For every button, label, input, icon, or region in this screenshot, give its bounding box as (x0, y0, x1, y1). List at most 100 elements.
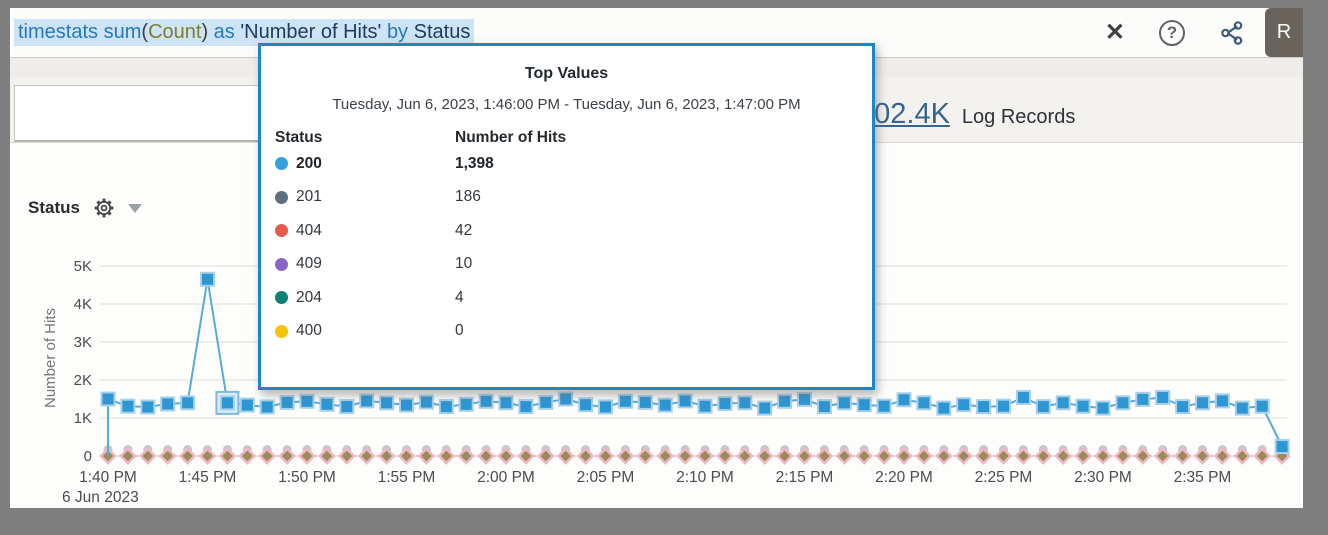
zero-cluster-diamond[interactable] (298, 447, 316, 465)
zero-cluster-diamond[interactable] (1193, 447, 1212, 465)
data-point-200[interactable] (259, 399, 275, 415)
data-point-200[interactable] (100, 391, 116, 407)
data-point-200[interactable] (936, 400, 952, 416)
zero-cluster-diamond[interactable] (1153, 447, 1172, 465)
data-point-200[interactable] (339, 399, 355, 415)
zero-cluster-diamond[interactable] (1253, 447, 1272, 465)
zero-cluster-diamond[interactable] (437, 447, 456, 465)
zero-cluster-diamond[interactable] (517, 447, 535, 465)
zero-cluster-diamond[interactable] (576, 447, 595, 465)
zero-cluster-diamond[interactable] (138, 447, 157, 465)
data-point-200[interactable] (637, 394, 653, 410)
zero-cluster-diamond[interactable] (119, 447, 137, 465)
data-point-200[interactable] (438, 399, 454, 415)
zero-cluster-diamond[interactable] (775, 447, 794, 465)
data-point-200[interactable] (956, 397, 972, 413)
zero-cluster-diamond[interactable] (895, 447, 913, 465)
data-point-200[interactable] (478, 393, 494, 409)
zero-cluster-diamond[interactable] (934, 447, 953, 465)
data-point-200[interactable] (558, 391, 574, 407)
data-point-200[interactable] (299, 393, 315, 409)
chevron-down-icon[interactable] (127, 203, 142, 213)
zero-cluster-diamond[interactable] (457, 447, 476, 465)
data-point-200[interactable] (1254, 398, 1270, 414)
zero-cluster-diamond[interactable] (735, 447, 754, 465)
zero-cluster-diamond[interactable] (318, 447, 336, 465)
zero-cluster-diamond[interactable] (1094, 447, 1112, 465)
data-point-200[interactable] (1075, 398, 1091, 414)
data-point-200[interactable] (399, 397, 414, 413)
zero-cluster-diamond[interactable] (1014, 447, 1033, 465)
data-point-200[interactable] (617, 393, 633, 409)
data-point-200[interactable] (657, 397, 673, 413)
share-icon[interactable] (1219, 20, 1245, 46)
zero-cluster-diamond[interactable] (755, 447, 774, 465)
data-point-200[interactable] (418, 394, 434, 410)
zero-cluster-diamond[interactable] (497, 447, 515, 465)
data-point-200[interactable] (578, 397, 594, 413)
data-point-200[interactable] (717, 396, 733, 412)
zero-cluster-diamond[interactable] (815, 447, 834, 465)
data-point-200[interactable] (239, 397, 255, 413)
zero-cluster-diamond[interactable] (696, 447, 714, 465)
data-point-200[interactable] (140, 399, 156, 415)
data-point-200[interactable] (677, 393, 693, 409)
zero-cluster-diamond[interactable] (218, 447, 237, 465)
time-series-chart[interactable]: 0 1K 2K 3K 4K 5K Number of Hits 1:40 PM 1:45 PM 1… (10, 143, 1303, 508)
data-point-200[interactable] (1035, 399, 1051, 415)
data-point-200[interactable] (777, 393, 793, 409)
data-point-200[interactable] (1234, 400, 1250, 416)
zero-cluster-diamond[interactable] (477, 447, 495, 465)
data-point-200[interactable] (816, 399, 832, 415)
data-point-200[interactable] (598, 399, 613, 415)
data-point-200[interactable] (737, 395, 753, 411)
zero-cluster-diamond[interactable] (656, 447, 675, 465)
zero-cluster-diamond[interactable] (536, 447, 555, 465)
data-point-200[interactable] (379, 395, 395, 411)
gear-icon[interactable] (92, 196, 116, 220)
data-point-200[interactable] (856, 397, 872, 413)
help-icon[interactable]: ? (1159, 19, 1185, 46)
zero-cluster-diamond[interactable] (377, 447, 396, 465)
data-point-200[interactable] (876, 398, 892, 414)
data-point-200[interactable] (319, 396, 335, 412)
zero-cluster-diamond[interactable] (835, 447, 854, 465)
close-icon[interactable]: ✕ (1104, 18, 1125, 46)
data-point-200[interactable] (1015, 389, 1031, 405)
zero-cluster-diamond[interactable] (417, 447, 436, 465)
zero-cluster-diamond[interactable] (357, 447, 376, 465)
data-point-200[interactable] (896, 392, 912, 408)
data-point-200[interactable] (160, 396, 176, 412)
zero-cluster-diamond[interactable] (238, 447, 257, 465)
data-point-200[interactable] (180, 395, 196, 411)
zero-cluster-diamond[interactable] (556, 447, 575, 465)
zero-cluster-diamond[interactable] (258, 447, 277, 465)
data-point-200[interactable] (1214, 393, 1230, 409)
data-point-200[interactable] (1195, 395, 1210, 411)
query-input[interactable]: timestats sum(Count) as 'Number of Hits'… (14, 19, 475, 46)
zero-cluster-diamond[interactable] (636, 447, 655, 465)
zero-cluster-diamond[interactable] (1054, 447, 1073, 465)
zero-cluster-diamond[interactable] (915, 447, 933, 465)
zero-cluster-diamond[interactable] (875, 447, 893, 465)
zero-cluster-diamond[interactable] (795, 447, 814, 465)
data-point-200[interactable] (200, 271, 215, 287)
zero-cluster-diamond[interactable] (616, 447, 635, 465)
zero-cluster-diamond[interactable] (855, 447, 874, 465)
zero-cluster-diamond[interactable] (1233, 447, 1252, 465)
zero-cluster-diamond[interactable] (596, 447, 615, 465)
data-point-200[interactable] (797, 391, 812, 407)
zero-cluster-diamond[interactable] (1114, 447, 1132, 465)
zero-cluster-diamond[interactable] (337, 447, 356, 465)
run-button[interactable]: R (1265, 8, 1303, 57)
zero-cluster-diamond[interactable] (158, 447, 177, 465)
data-point-200[interactable] (120, 398, 136, 414)
data-point-200[interactable] (1055, 395, 1071, 411)
data-point-200[interactable] (219, 395, 235, 411)
zero-cluster-diamond[interactable] (716, 447, 734, 465)
zero-cluster-diamond[interactable] (198, 447, 217, 465)
data-point-200[interactable] (279, 394, 295, 410)
data-point-200[interactable] (1274, 439, 1290, 454)
zero-cluster-diamond[interactable] (1074, 447, 1092, 465)
data-point-200[interactable] (916, 395, 932, 411)
